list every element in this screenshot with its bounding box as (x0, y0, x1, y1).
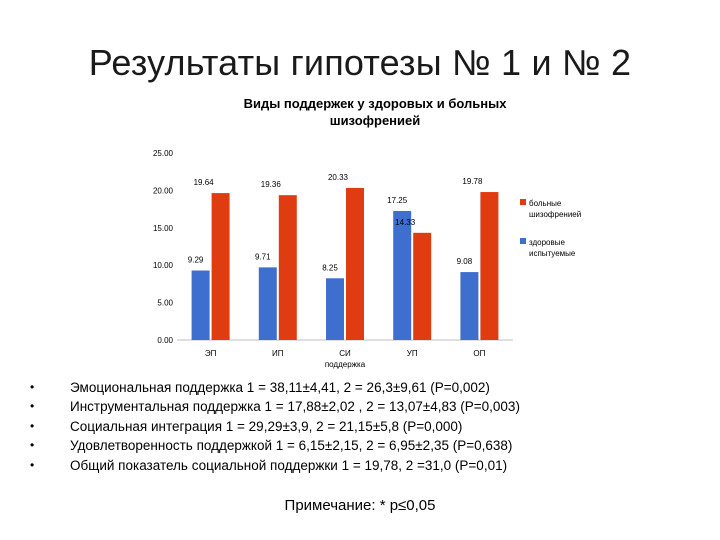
data-label: 9.29 (188, 256, 204, 265)
y-tick-label: 5.00 (157, 299, 173, 308)
x-tick-label: ЭП (205, 349, 217, 358)
data-label: 20.33 (328, 173, 349, 182)
bar-patients (413, 232, 432, 340)
legend-label: испытуемые (529, 249, 576, 258)
bullet-text: Эмоциональная поддержка 1 = 38,11±4,41, … (70, 380, 490, 395)
bullet-text: Общий показатель социальной поддержки 1 … (70, 457, 508, 473)
bullet-icon: • (30, 418, 35, 433)
y-tick-label: 10.00 (153, 261, 174, 270)
bar-healthy (191, 270, 210, 340)
bar-patients (211, 193, 230, 340)
bar-patients (480, 192, 499, 340)
data-label: 19.36 (261, 180, 282, 189)
legend-label: шизофренией (529, 210, 581, 219)
bar-healthy (326, 278, 344, 340)
legend-swatch (520, 238, 526, 244)
data-label: 8.25 (322, 263, 338, 272)
bullet-item: • Общий показатель социальной поддержки 1… (30, 456, 710, 475)
y-tick-label: 15.00 (153, 224, 174, 233)
footnote: Примечание: * р≤0,05 (284, 497, 436, 514)
bullet-text: Удовлетворенность поддержкой 1 = 6,15±2,… (70, 438, 513, 454)
x-tick-label: поддержка (325, 360, 366, 369)
bar-patients (346, 187, 364, 340)
data-label: 17.25 (387, 196, 408, 205)
bullet-text: Социальная интеграция 1 = 29,29±3,9, 2 =… (70, 418, 463, 434)
bar-healthy (258, 267, 277, 340)
x-tick-label: ИП (272, 349, 284, 358)
bullet-icon: • (30, 457, 35, 472)
bullet-item: • Удовлетворенность поддержкой 1 = 6,15±2… (30, 436, 710, 455)
data-label: 14.33 (395, 218, 416, 227)
bar-chart: Виды поддержек у здоровых и больных шизоф… (153, 96, 581, 369)
legend-label: здоровые (529, 238, 566, 247)
bar-healthy (460, 272, 479, 340)
bar-healthy (393, 210, 412, 340)
x-tick-label: ОП (473, 349, 485, 358)
data-label: 19.64 (194, 178, 215, 187)
bullet-icon: • (30, 380, 35, 394)
x-tick-label: УП (407, 349, 418, 358)
y-tick-label: 20.00 (153, 186, 174, 195)
bullet-item: • Социальная интеграция 1 = 29,29±3,9, 2 … (30, 417, 710, 436)
y-tick-label: 0.00 (157, 336, 173, 345)
bullet-icon: • (30, 399, 35, 414)
data-label: 19.78 (462, 177, 483, 186)
chart-title: шизофренией (330, 113, 421, 128)
bullet-icon: • (30, 438, 35, 453)
bar-patients (278, 195, 297, 340)
legend-swatch (520, 199, 526, 205)
y-tick-label: 25.00 (153, 149, 174, 158)
bullet-item: • Инструментальная поддержка 1 = 17,88±2,… (30, 397, 710, 416)
chart-title: Виды поддержек у здоровых и больных (244, 96, 508, 111)
legend-label: больные (529, 199, 562, 208)
data-label: 9.08 (457, 257, 473, 266)
x-tick-label: СИ (339, 349, 351, 358)
bullet-text: Инструментальная поддержка 1 = 17,88±2,0… (70, 399, 520, 415)
data-label: 9.71 (255, 252, 271, 261)
bullet-list: • Эмоциональная поддержка 1 = 38,11±4,41,… (30, 378, 710, 475)
bullet-item: • Эмоциональная поддержка 1 = 38,11±4,41,… (30, 378, 710, 397)
slide-title: Результаты гипотезы № 1 и № 2 (88, 42, 632, 83)
